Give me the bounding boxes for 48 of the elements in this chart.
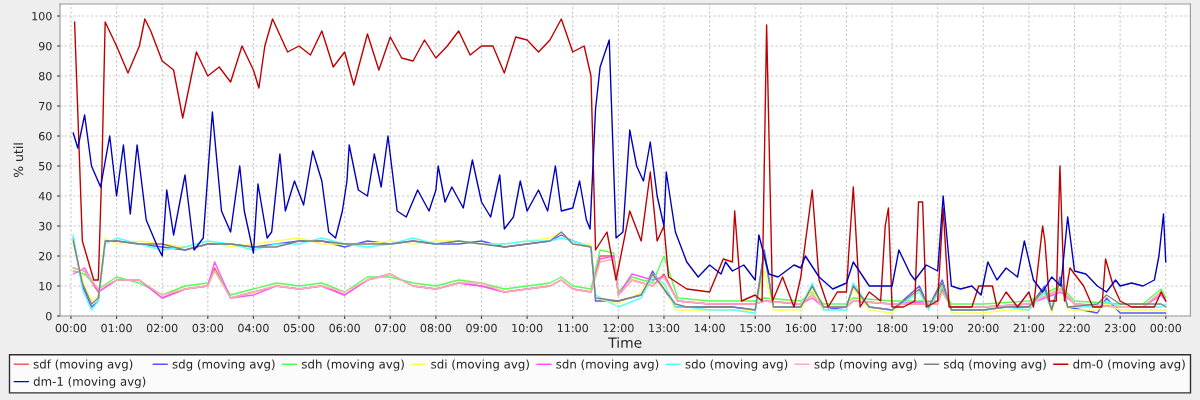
x-tick-label: 16:00 bbox=[786, 323, 817, 333]
y-tick-label: 100 bbox=[32, 11, 52, 21]
x-tick-label: 15:00 bbox=[740, 323, 771, 333]
y-tick-label: 90 bbox=[38, 41, 52, 51]
x-tick-label: 09:00 bbox=[466, 323, 497, 333]
x-tick-label: 23:00 bbox=[1104, 323, 1136, 333]
x-tick-label: 07:00 bbox=[374, 323, 406, 333]
x-tick-label: 20:00 bbox=[968, 323, 999, 333]
x-tick-label: 05:00 bbox=[283, 323, 315, 333]
legend-label: sdf (moving avg) bbox=[33, 359, 133, 371]
x-tick-label: 11:00 bbox=[557, 323, 589, 333]
x-tick-label: 04:00 bbox=[238, 323, 269, 333]
y-tick-label: 70 bbox=[39, 101, 52, 111]
x-axis-title: Time bbox=[608, 337, 642, 348]
x-tick-label: 01:00 bbox=[101, 323, 132, 333]
x-tick-label: 21:00 bbox=[1013, 323, 1045, 333]
legend-label: sdn (moving avg) bbox=[556, 359, 659, 371]
y-axis-title: % util bbox=[13, 143, 24, 178]
x-tick-label: 06:00 bbox=[329, 323, 360, 333]
legend-label: dm-1 (moving avg) bbox=[33, 376, 146, 389]
y-tick-label: 20 bbox=[39, 251, 52, 261]
x-tick-label: 02:00 bbox=[146, 323, 178, 333]
y-tick-label: 10 bbox=[39, 281, 52, 291]
x-tick-label: 10:00 bbox=[512, 323, 543, 333]
x-tick-label: 18:00 bbox=[877, 323, 908, 333]
x-tick-label: 13:00 bbox=[649, 323, 680, 333]
legend-label: sdq (moving avg) bbox=[943, 359, 1046, 371]
x-tick-label: 00:00 bbox=[1150, 323, 1182, 333]
x-tick-label: 17:00 bbox=[831, 323, 862, 333]
y-tick-label: 30 bbox=[39, 221, 52, 231]
x-tick-label: 22:00 bbox=[1059, 323, 1090, 333]
x-tick-label: 03:00 bbox=[192, 323, 224, 333]
x-tick-label: 14:00 bbox=[694, 323, 725, 333]
legend-label: sdp (moving avg) bbox=[814, 359, 917, 371]
legend-label: sdg (moving avg) bbox=[172, 359, 275, 371]
legend-label: sdi (moving avg) bbox=[431, 359, 529, 371]
y-tick-label: 50 bbox=[39, 161, 52, 171]
y-tick-label: 60 bbox=[39, 131, 52, 141]
x-tick-label: 12:00 bbox=[603, 323, 634, 333]
legend-label: sdo (moving avg) bbox=[685, 359, 788, 371]
y-tick-label: 80 bbox=[38, 71, 52, 81]
x-tick-label: 19:00 bbox=[922, 323, 953, 333]
x-tick-label: 00:00 bbox=[55, 323, 87, 333]
y-tick-label: 0 bbox=[46, 311, 52, 321]
y-tick-label: 40 bbox=[38, 191, 52, 201]
legend-label: dm-0 (moving avg) bbox=[1073, 359, 1185, 371]
legend-label: sdh (moving avg) bbox=[301, 359, 404, 371]
x-tick-label: 08:00 bbox=[420, 323, 452, 333]
